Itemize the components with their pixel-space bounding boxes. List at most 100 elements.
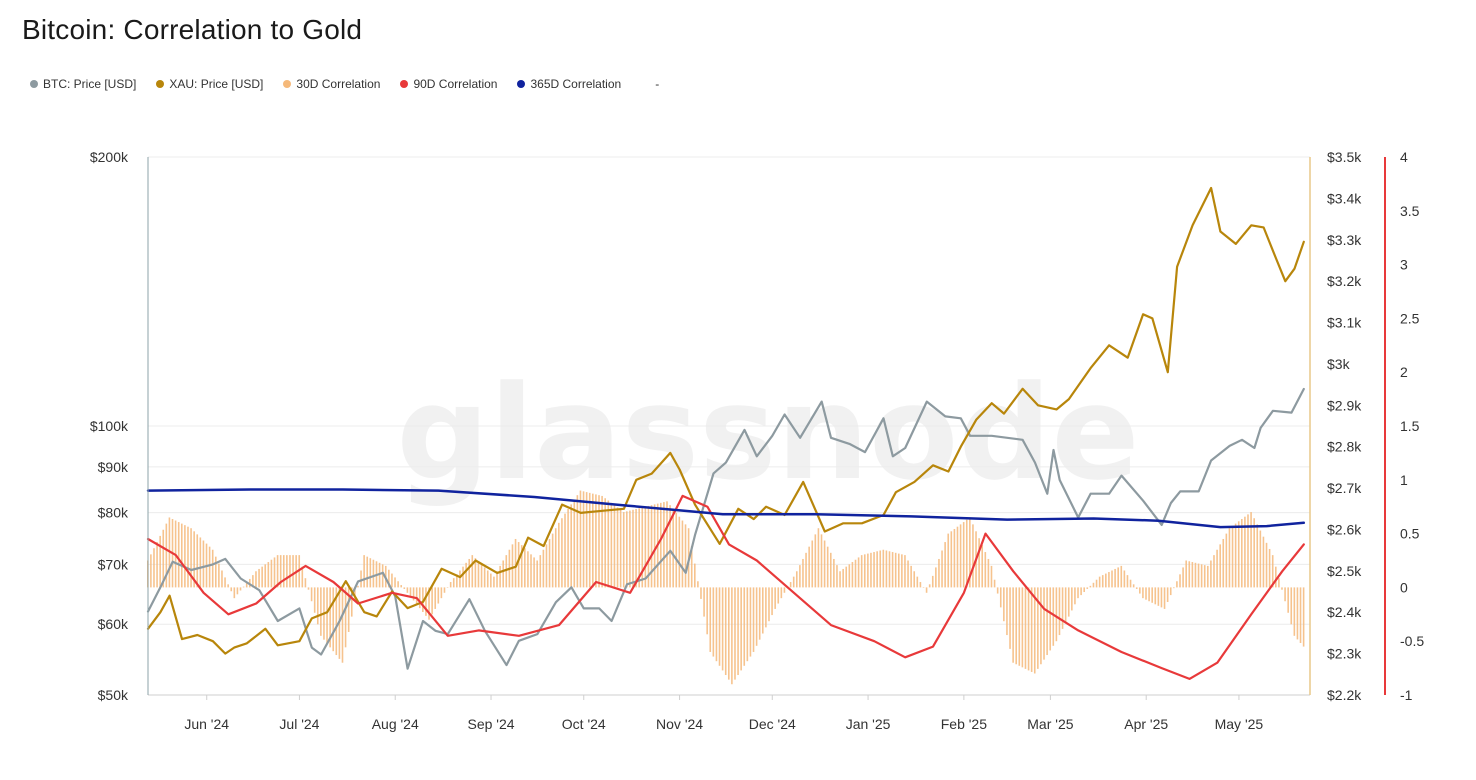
correlation-bar [1275,566,1277,588]
correlation-bar [462,566,464,588]
correlation-bar [777,587,780,604]
correlation-bar [1185,560,1187,588]
correlation-bar [363,555,365,588]
correlation-bar [632,509,634,588]
correlation-bar [1278,578,1280,588]
y-corr-tick-label: 0.5 [1400,526,1420,542]
correlation-bar [666,501,668,588]
correlation-bar [403,587,406,589]
y-gold-tick-label: $2.6k [1327,521,1362,537]
correlation-bar [1123,570,1126,588]
correlation-bar [863,554,866,588]
correlation-bar [1188,561,1191,588]
correlation-bar [774,587,776,609]
correlation-bar [755,587,758,646]
x-tick-label: Jul '24 [279,716,319,732]
correlation-bar [561,518,563,588]
correlation-bar [1006,587,1008,636]
correlation-bar [202,540,205,588]
correlation-bar [261,566,263,588]
correlation-bar [1089,585,1092,588]
correlation-bar [1296,587,1299,640]
legend-item-90d[interactable]: 90D Correlation [400,77,497,91]
correlation-bar [1216,549,1218,588]
correlation-bar [629,510,631,588]
correlation-bar [752,587,755,652]
correlation-bar [242,586,245,588]
correlation-bar [1018,587,1021,666]
legend-item-365d[interactable]: 365D Correlation [517,77,621,91]
correlation-bar [258,568,260,588]
correlation-bar [511,544,514,588]
correlation-bar [901,554,903,588]
correlation-bar [1154,587,1157,605]
correlation-bar [598,495,600,588]
correlation-bar [255,571,257,588]
legend-item-btc[interactable]: BTC: Price [USD] [30,77,136,91]
y-gold-tick-label: $3.4k [1327,190,1362,206]
correlation-bar [823,540,826,588]
correlation-bar [700,587,702,599]
correlation-bar [734,587,736,680]
correlation-bar [792,576,795,588]
correlation-bar [316,587,319,625]
correlation-bar [595,494,597,588]
y-gold-tick-label: $3.2k [1327,273,1362,289]
correlation-bar [953,528,956,588]
correlation-bar [885,550,888,588]
correlation-bar [1126,575,1129,588]
x-tick-label: Jun '24 [184,716,229,732]
correlation-bar [740,587,742,671]
correlation-bar [1302,587,1305,647]
y-corr-tick-label: 3 [1400,257,1408,273]
correlation-bar [536,560,538,588]
correlation-bar [907,560,909,588]
correlation-bar [412,587,415,601]
correlation-bar [347,587,350,632]
correlation-bar [573,499,576,588]
correlation-bar [935,567,937,588]
correlation-bar [533,557,535,588]
correlation-bar [1268,548,1271,588]
correlation-bar [576,495,579,588]
correlation-bar [162,529,165,588]
correlation-bar [956,526,959,588]
legend-dot-30d [283,80,292,88]
correlation-bar [999,587,1002,608]
correlation-bar [746,587,749,662]
correlation-bar [530,554,532,588]
legend-item-extra[interactable]: - [655,77,659,91]
legend: BTC: Price [USD] XAU: Price [USD] 30D Co… [30,77,659,91]
correlation-bar [768,587,770,622]
correlation-bar [1055,587,1058,642]
legend-label-90d: 90D Correlation [413,77,498,91]
correlation-bar [619,509,622,588]
x-tick-label: Apr '25 [1124,716,1168,732]
correlation-bar [1071,587,1073,611]
correlation-bar [1129,579,1132,588]
correlation-bar [1027,587,1030,671]
correlation-bar [802,558,804,588]
correlation-bar [1253,518,1255,588]
correlation-bar [1003,587,1005,622]
correlation-bar [931,575,934,588]
correlation-bar [867,553,869,588]
correlation-bar [1030,587,1033,672]
correlation-bar [1074,587,1076,605]
correlation-bar [712,587,715,657]
legend-dot-365d [517,80,526,88]
x-tick-label: Dec '24 [749,716,796,732]
y-left-tick-label: $50k [98,687,129,703]
correlation-bar [944,542,946,588]
correlation-bar [1015,587,1018,665]
correlation-bar [1225,533,1228,588]
correlation-bar [1250,512,1252,588]
legend-item-30d[interactable]: 30D Correlation [283,77,380,91]
legend-dot-xau [156,80,165,88]
y-gold-tick-label: $3.3k [1327,232,1362,248]
legend-item-xau[interactable]: XAU: Price [USD] [156,77,263,91]
correlation-bar [502,560,504,588]
correlation-bar [1148,587,1150,602]
correlation-bar [876,551,878,588]
correlation-bar [663,502,665,588]
